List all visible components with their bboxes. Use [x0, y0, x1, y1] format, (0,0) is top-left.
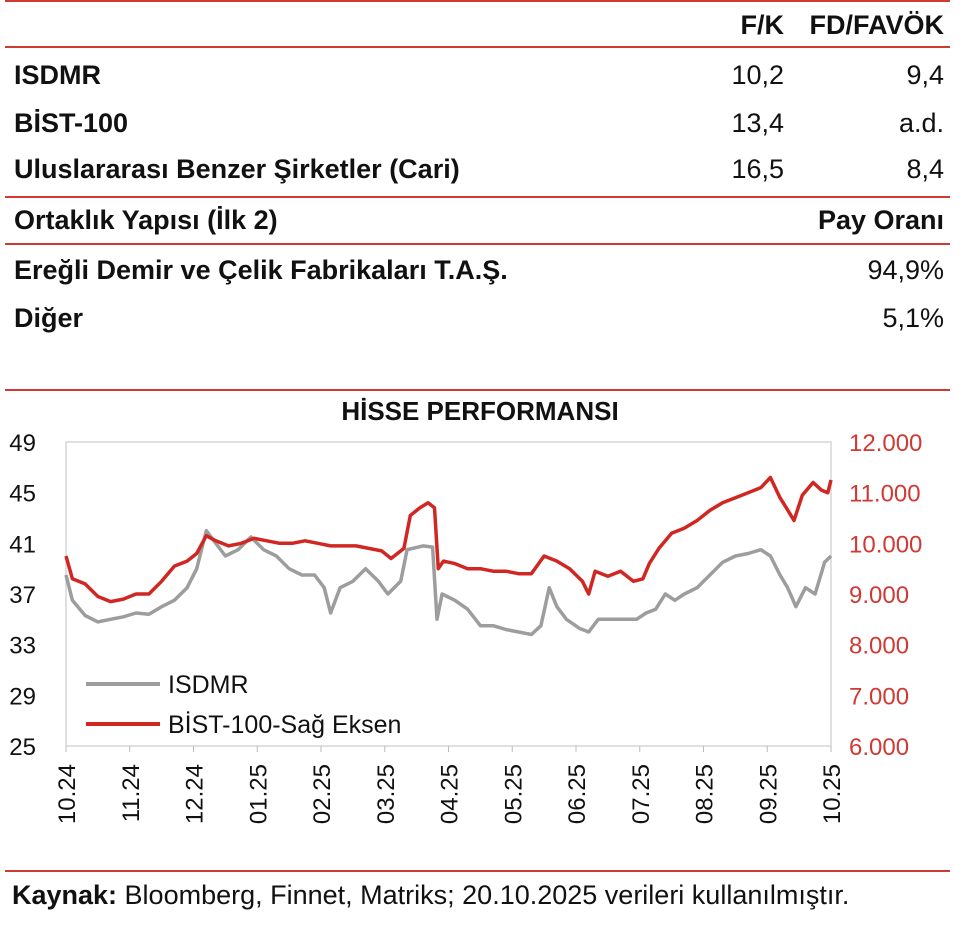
series-isdmr-line — [64, 528, 833, 637]
y-right-tick-label: 8.000 — [849, 633, 909, 660]
top-rule — [5, 0, 950, 2]
valuation-header: F/K FD/FAVÖK — [14, 8, 945, 42]
row-fk: 16,5 — [731, 154, 784, 184]
header-fd-favok: FD/FAVÖK — [809, 10, 945, 40]
x-tick-label: 11.24 — [118, 764, 145, 822]
source-text: Bloomberg, Finnet, Matriks; 20.10.2025 v… — [117, 880, 850, 910]
x-tick-label: 03.25 — [373, 764, 400, 824]
ownership-title: Ortaklık Yapısı (İlk 2) — [14, 205, 278, 235]
performance-chart: 49 45 41 37 33 29 25 12.000 11.000 10.000 9.000 8.0… — [9, 430, 922, 824]
x-tick-label: 02.25 — [309, 764, 336, 824]
ownership-value-header: Pay Oranı — [817, 205, 944, 235]
ownership-row: Ereğli Demir ve Çelik Fabrikaları T.A.Ş.… — [14, 253, 944, 287]
y-left-tick-label: 37 — [9, 582, 36, 609]
row-name: ISDMR — [14, 60, 101, 90]
y-right-tick-label: 10.000 — [849, 531, 922, 558]
row-fk: 10,2 — [731, 60, 784, 90]
ownership-rule — [5, 243, 950, 245]
table-row: Uluslararası Benzer Şirketler (Cari) 16,… — [14, 152, 944, 186]
x-tick-label: 05.25 — [500, 764, 527, 824]
x-tick-label: 09.25 — [755, 764, 782, 824]
y-right-tick-label: 7.000 — [849, 683, 909, 710]
y-left-tick-label: 33 — [9, 633, 36, 660]
header-rule — [5, 46, 950, 48]
row-fk: 13,4 — [731, 108, 784, 138]
y-right-tick-label: 9.000 — [849, 582, 909, 609]
x-tick-label: 08.25 — [692, 764, 719, 824]
x-tick-label: 06.25 — [564, 764, 591, 824]
x-tick-label: 01.25 — [245, 764, 272, 824]
y-right-tick-label: 11.000 — [849, 481, 921, 508]
owner-share: 94,9% — [867, 255, 944, 285]
y-left-tick-label: 49 — [9, 430, 36, 457]
owner-name: Diğer — [14, 303, 84, 333]
owner-share: 5,1% — [882, 303, 944, 333]
x-tick-label: 10.25 — [819, 764, 846, 824]
x-tick-label: 10.24 — [54, 764, 81, 824]
ownership-row: Diğer 5,1% — [14, 301, 944, 335]
row-fd-favok: a.d. — [898, 108, 944, 138]
owner-name: Ereğli Demir ve Çelik Fabrikaları T.A.Ş. — [14, 255, 508, 285]
x-tick-label: 04.25 — [437, 764, 464, 824]
y-left-tick-label: 45 — [9, 481, 36, 508]
row-fd-favok: 9,4 — [906, 60, 944, 90]
y-left-tick-label: 25 — [9, 734, 36, 761]
row-name: BİST-100 — [14, 108, 129, 138]
chart-title: HİSSE PERFORMANSI — [341, 396, 619, 426]
row-fd-favok: 8,4 — [906, 154, 944, 184]
y-right-tick-label: 6.000 — [849, 734, 909, 761]
x-tick-label: 07.25 — [628, 764, 655, 824]
table-row: ISDMR 10,2 9,4 — [14, 58, 944, 92]
x-tick-label: 12.24 — [182, 764, 209, 824]
row-name: Uluslararası Benzer Şirketler (Cari) — [14, 154, 460, 184]
chart-top-rule — [5, 389, 950, 391]
legend-label: BİST-100-Sağ Eksen — [168, 710, 401, 739]
bottom-rule — [5, 870, 950, 872]
legend-label: ISDMR — [168, 671, 249, 699]
y-left-tick-label: 41 — [9, 531, 36, 558]
y-left-tick-label: 29 — [9, 683, 36, 710]
ownership-header: Ortaklık Yapısı (İlk 2) Pay Oranı — [14, 203, 944, 237]
source-label: Kaynak: — [12, 880, 118, 910]
source-note: Kaynak: Bloomberg, Finnet, Matriks; 20.1… — [12, 878, 849, 912]
y-right-tick-label: 12.000 — [849, 430, 922, 457]
table-row: BİST-100 13,4 a.d. — [14, 106, 944, 140]
header-fk: F/K — [740, 10, 785, 40]
section-rule — [5, 196, 950, 198]
series-bist100-line — [64, 475, 833, 604]
